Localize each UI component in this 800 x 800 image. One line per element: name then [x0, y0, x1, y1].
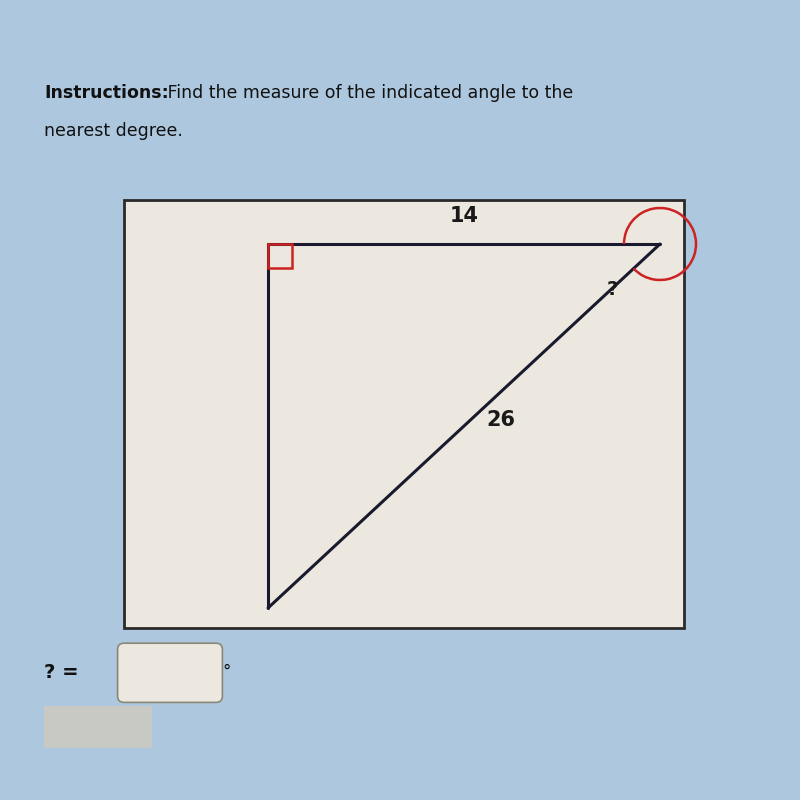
Bar [268, 244, 292, 268]
Bar [44, 706, 152, 748]
Text: Check: Check [72, 718, 123, 736]
Text: 26: 26 [486, 410, 515, 430]
Text: °: ° [222, 663, 230, 681]
Text: nearest degree.: nearest degree. [44, 122, 183, 141]
Text: ? =: ? = [44, 662, 78, 682]
FancyBboxPatch shape [118, 643, 222, 702]
Text: ?: ? [606, 280, 618, 299]
Bar [124, 200, 684, 628]
Text: Find the measure of the indicated angle to the: Find the measure of the indicated angle … [162, 84, 574, 102]
Text: Instructions:: Instructions: [44, 84, 169, 102]
Text: 14: 14 [450, 206, 478, 226]
